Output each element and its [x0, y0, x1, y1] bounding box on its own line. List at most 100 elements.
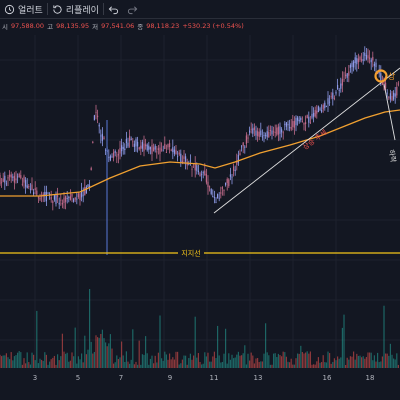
candle-body: [101, 133, 103, 141]
candle-body: [333, 98, 335, 99]
volume-bar: [237, 351, 239, 368]
volume-bar: [322, 355, 324, 368]
candle-body: [189, 160, 191, 162]
volume-bar: [189, 353, 191, 368]
volume-bar: [36, 310, 38, 368]
candle-body: [372, 56, 374, 61]
undo-icon: [108, 5, 119, 14]
volume-bar: [338, 358, 340, 368]
volume-bar: [65, 353, 67, 368]
volume-bar: [314, 364, 316, 368]
candle-body: [84, 186, 86, 196]
volume-bar: [101, 329, 103, 368]
candle-body: [148, 145, 150, 150]
volume-bar: [117, 359, 119, 368]
candle-body: [314, 110, 316, 117]
volume-bar: [77, 356, 79, 368]
candle-body: [63, 197, 65, 204]
candle-body: [105, 149, 107, 151]
volume-bar: [4, 355, 6, 368]
candle-body: [146, 144, 148, 151]
volume-bar: [181, 359, 183, 368]
candle-body: [332, 92, 334, 99]
candle-body: [223, 190, 225, 191]
candle-body: [165, 151, 167, 153]
volume-bar: [162, 360, 164, 368]
volume-bar: [253, 363, 255, 368]
volume-bar: [167, 359, 169, 368]
volume-bar: [234, 357, 236, 368]
volume-bar: [73, 356, 75, 368]
volume-bar: [186, 364, 188, 368]
volume-bar: [156, 362, 158, 368]
candle-body: [250, 128, 252, 130]
volume-bar: [116, 355, 118, 368]
price-chart[interactable]: 지지선 상승 추세 상 하락: [0, 0, 400, 368]
undo-button[interactable]: [104, 0, 123, 18]
candle-body: [185, 156, 187, 162]
candle-body: [2, 178, 4, 182]
toolbar-divider: [46, 3, 48, 15]
candle-body: [273, 131, 275, 133]
volume-bar: [260, 361, 262, 368]
low-value: 97,541.06: [101, 22, 135, 30]
candle-body: [228, 179, 230, 187]
candle-body: [257, 131, 259, 136]
candle-body: [213, 197, 215, 199]
candle-body: [367, 55, 369, 59]
candle-body: [114, 151, 116, 153]
candle-body: [18, 173, 20, 178]
candle-body: [92, 141, 94, 143]
candle-body: [124, 148, 126, 151]
candle-body: [74, 197, 76, 200]
candle-body: [20, 175, 22, 179]
volume-bar: [370, 352, 372, 368]
candle-body: [159, 147, 161, 154]
redo-button[interactable]: [123, 0, 142, 18]
volume-bar: [330, 363, 332, 368]
candle-body: [170, 149, 172, 151]
volume-bar: [127, 361, 129, 368]
moving-average-line: [0, 109, 400, 197]
volume-bar: [60, 356, 62, 368]
volume-bar: [121, 341, 123, 368]
candle-body: [66, 197, 68, 199]
candle-body: [317, 106, 319, 112]
volume-bar: [84, 335, 86, 368]
candle-body: [207, 181, 209, 188]
candle-body: [199, 173, 201, 177]
candle-body: [386, 92, 388, 94]
volume-bar: [2, 355, 4, 368]
volume-bar: [135, 361, 137, 368]
candle-body: [289, 127, 291, 129]
candle-body: [242, 142, 244, 146]
volume-bar: [170, 359, 172, 368]
volume-bar: [109, 334, 111, 368]
replay-icon: [53, 4, 62, 14]
volume-bar: [169, 353, 171, 368]
volume-bar: [58, 360, 60, 368]
candle-body: [393, 92, 395, 100]
volume-bar: [197, 353, 199, 368]
candle-body: [306, 115, 308, 119]
volume-bar: [218, 355, 220, 368]
volume-bar: [66, 352, 68, 368]
candle-body: [175, 150, 177, 155]
volume-bar: [282, 351, 284, 368]
alert-button[interactable]: 얼러트: [0, 0, 47, 18]
alert-clock-icon: [4, 4, 15, 14]
candle-body: [197, 170, 199, 173]
ohlc-legend: 시 97,588.00 고 98,135.95 저 97,541.06 종 98…: [0, 20, 244, 32]
volume-bar: [274, 353, 276, 368]
volume-bar: [173, 359, 175, 368]
volume-bar: [247, 353, 249, 368]
candle-body: [287, 124, 289, 126]
replay-button[interactable]: 리플레이: [48, 0, 103, 18]
candle-body: [335, 91, 337, 94]
candle-body: [258, 131, 260, 138]
volume-bar: [367, 352, 369, 368]
low-key: 저: [92, 23, 99, 31]
x-tick-label: 5: [75, 374, 81, 382]
volume-bar: [98, 337, 100, 368]
volume-bar: [349, 356, 351, 368]
